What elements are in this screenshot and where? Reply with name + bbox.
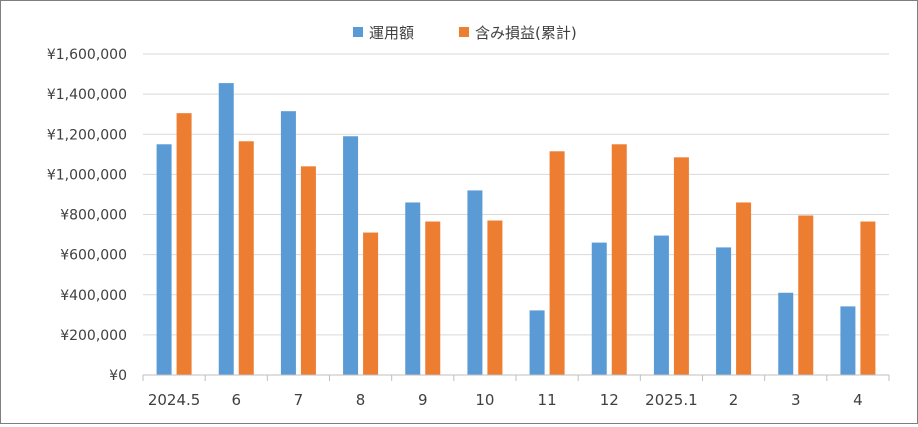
bar-gain <box>238 141 254 375</box>
x-tick-label: 2025.1 <box>645 391 698 409</box>
chart-legend: 運用額 含み損益(累計) <box>353 24 577 42</box>
x-tick-label: 6 <box>231 391 241 409</box>
y-tick-label: ¥600,000 <box>60 248 127 264</box>
bar-amount <box>778 292 794 375</box>
y-tick-label: ¥0 <box>109 368 127 384</box>
x-tick-label: 7 <box>294 391 304 409</box>
y-tick-label: ¥200,000 <box>60 328 127 344</box>
y-tick-label: ¥1,400,000 <box>47 87 127 103</box>
x-tick-label: 3 <box>791 391 801 409</box>
bar-amount <box>343 136 359 375</box>
y-tick-label: ¥1,600,000 <box>47 47 127 63</box>
y-tick-label: ¥800,000 <box>60 208 127 224</box>
bar-amount <box>467 190 483 375</box>
x-tick-label: 10 <box>475 391 494 409</box>
bar-gain <box>673 157 689 375</box>
x-tick-label: 9 <box>418 391 428 409</box>
x-tick-label: 2024.5 <box>148 391 201 409</box>
y-tick-label: ¥1,000,000 <box>47 167 127 183</box>
legend-swatch <box>459 27 469 37</box>
bar-amount <box>591 242 607 375</box>
x-tick-label: 4 <box>853 391 863 409</box>
legend-swatch <box>353 27 363 37</box>
x-axis: 2024.5 6 7 8 9 10 11 12 2025.1 2 3 4 <box>142 374 890 409</box>
y-axis: ¥0 ¥200,000 ¥400,000 ¥600,000 ¥800,000 ¥1,000… <box>47 47 127 384</box>
bar-gain <box>611 144 627 375</box>
bar-amount <box>280 111 296 375</box>
bar-amount <box>716 247 732 375</box>
bar-gain <box>487 220 503 375</box>
bar-amount <box>653 235 669 375</box>
bar-gain <box>736 202 752 375</box>
bar-gain <box>860 221 876 375</box>
bar-amount <box>405 202 421 375</box>
gridlines <box>143 53 889 336</box>
legend-label: 運用額 <box>369 24 414 42</box>
x-tick-label: 11 <box>538 391 557 409</box>
bars <box>156 83 876 375</box>
legend-label: 含み損益(累計) <box>475 24 577 42</box>
bar-gain <box>300 166 316 375</box>
bar-gain <box>425 221 441 375</box>
bar-amount <box>529 310 545 375</box>
bar-amount <box>156 144 172 375</box>
bar-amount <box>840 306 856 375</box>
x-tick-label: 2 <box>729 391 739 409</box>
bar-gain <box>363 232 379 375</box>
x-tick-label: 8 <box>356 391 366 409</box>
x-tick-label: 12 <box>600 391 619 409</box>
bar-gain <box>176 113 192 375</box>
bar-amount <box>218 83 234 375</box>
y-tick-label: ¥1,200,000 <box>47 127 127 143</box>
bar-gain <box>798 215 814 375</box>
y-tick-label: ¥400,000 <box>60 288 127 304</box>
bar-gain <box>549 151 565 375</box>
